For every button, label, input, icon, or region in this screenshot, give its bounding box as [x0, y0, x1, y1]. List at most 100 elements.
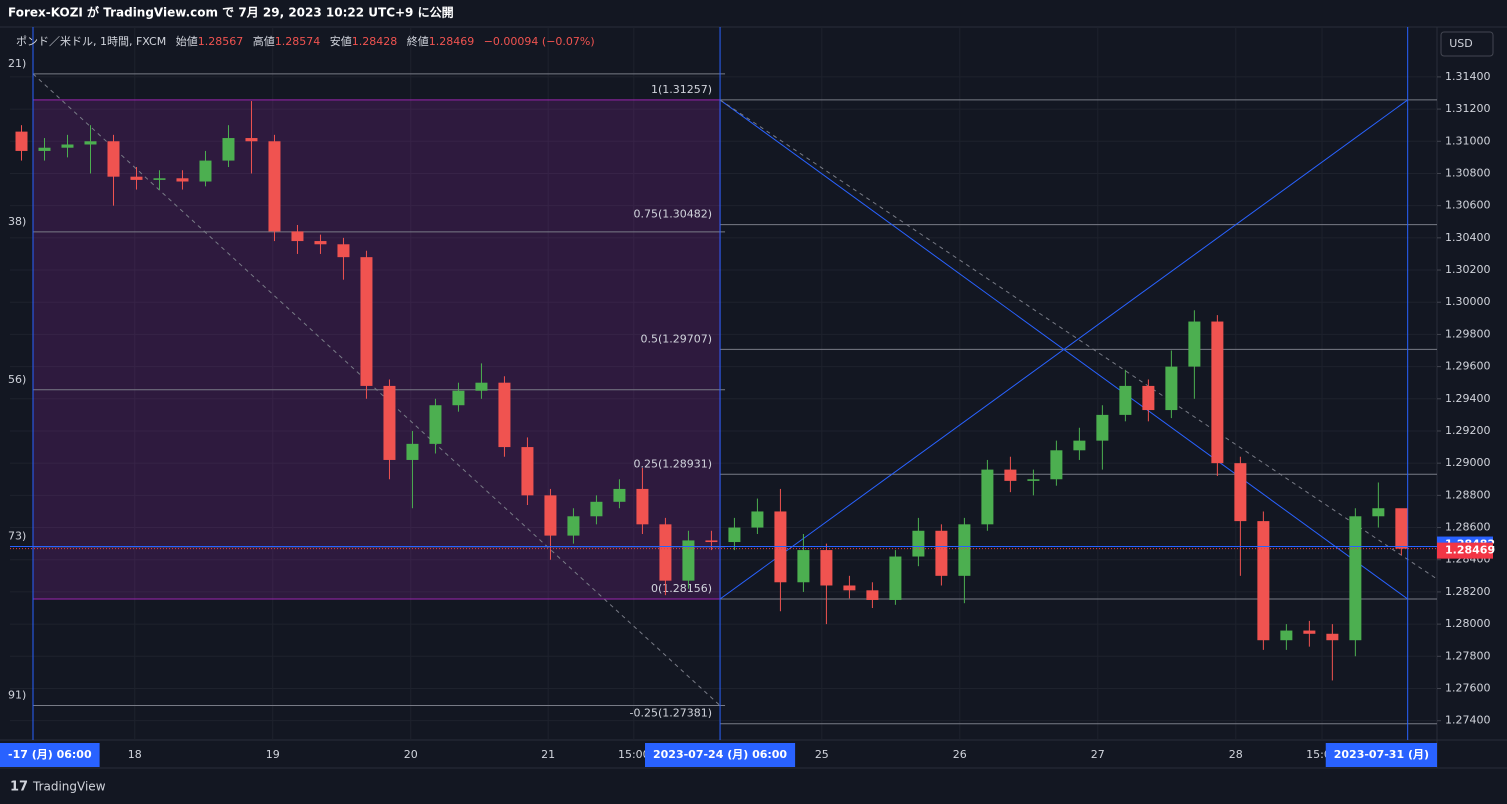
x-tick-label: 21 [541, 748, 555, 761]
candle-body [1188, 321, 1201, 367]
y-tick-label: 1.29200 [1445, 424, 1491, 437]
candle-body [360, 257, 373, 386]
candle-body [1303, 630, 1316, 634]
y-tick-label: 1.27400 [1445, 714, 1491, 727]
y-tick-label: 1.30800 [1445, 166, 1491, 179]
x-tick-label: 27 [1091, 748, 1105, 761]
candle-body [1234, 463, 1247, 522]
candle-body [38, 147, 51, 151]
marker-label-bg [0, 743, 100, 767]
candle-body [889, 556, 902, 600]
candle-body [682, 540, 695, 581]
dashed-line [32, 73, 721, 706]
fib-label: 1(1.31257) [651, 83, 712, 96]
left-fib-label: 73) [8, 530, 26, 543]
y-tick-label: 1.29000 [1445, 456, 1491, 469]
legend: ポンド／米ドル, 1時間, FXCM 始値1.28567 高値1.28574 安… [16, 34, 595, 48]
brand-name: TradingView [32, 780, 106, 794]
marker-label: -17 (月) 06:00 [8, 748, 92, 761]
high-value: 1.28574 [275, 35, 321, 48]
close-label: 終値 [407, 34, 429, 48]
candle-body [567, 516, 580, 536]
candle-body [1165, 366, 1178, 411]
left-fib-label: 56) [8, 373, 26, 386]
currency-button[interactable] [1440, 31, 1494, 57]
y-tick-label: 1.28200 [1445, 585, 1491, 598]
candle-body [475, 382, 488, 391]
candle-body [1119, 385, 1132, 415]
x-tick-label: 15:00 [618, 748, 650, 761]
low-value: 1.28428 [352, 35, 398, 48]
left-fib-label: 21) [8, 57, 26, 70]
candle-body [866, 590, 879, 600]
open-label: 始値 [176, 34, 198, 48]
y-tick-label: 1.31400 [1445, 70, 1491, 83]
marker-label: 2023-07-24 (月) 06:00 [653, 748, 787, 761]
candle-body [1027, 479, 1040, 481]
marker-label-bg [645, 743, 796, 767]
candle-body [406, 443, 419, 460]
x-tick-label: 20 [404, 748, 418, 761]
marker-label-bg [1325, 743, 1437, 767]
candle-body [590, 501, 603, 517]
candle-body [498, 382, 511, 448]
y-tick-label: 1.31000 [1445, 134, 1491, 147]
fib-label: 0(1.28156) [651, 582, 712, 595]
candle-body [176, 178, 189, 182]
high-label: 高値 [253, 34, 275, 48]
candle-body [1142, 385, 1155, 411]
candle-body [751, 511, 764, 528]
candle-body [1073, 440, 1086, 451]
y-tick-label: 1.31200 [1445, 102, 1491, 115]
candle-body [452, 390, 465, 406]
brand: 𝟭𝟳 TradingView [10, 780, 106, 795]
candle-body [797, 550, 810, 583]
candle-body [268, 141, 281, 232]
candle-body [130, 176, 143, 180]
candle-body [61, 144, 74, 148]
low-label: 安値 [330, 34, 352, 48]
candle-body [1280, 630, 1293, 641]
candle-body [1349, 516, 1362, 641]
candle-body [1395, 508, 1408, 549]
fib-label: 0.25(1.28931) [633, 457, 712, 470]
price-box [1437, 542, 1493, 559]
fib-zone [32, 99, 721, 600]
candle-body [291, 231, 304, 242]
y-tick-label: 1.28800 [1445, 488, 1491, 501]
candle-body [314, 241, 327, 245]
x-tick-label: 28 [1229, 748, 1243, 761]
y-tick-label: 1.29600 [1445, 360, 1491, 373]
y-tick-label: 1.29800 [1445, 327, 1491, 340]
candle-body [15, 131, 28, 151]
candle-body [820, 550, 833, 586]
candle-body [843, 585, 856, 591]
plot: 1.27400 1.27600 1.27800 1.28000 1.28200 1.284… [0, 27, 1507, 769]
candle-body [544, 495, 557, 536]
candle-body [1211, 321, 1224, 464]
x-tick-label: 19 [266, 748, 280, 761]
x-tick-label: 26 [953, 748, 967, 761]
close-value: 1.28469 [429, 35, 475, 48]
y-tick-label: 1.30000 [1445, 295, 1491, 308]
y-tick-label: 1.30600 [1445, 199, 1491, 212]
fib-label: 0.5(1.29707) [640, 332, 712, 345]
candle-body [636, 488, 649, 525]
x-tick-label: 18 [128, 748, 142, 761]
candle-body [659, 524, 672, 581]
candle-body [153, 178, 166, 180]
symbol: ポンド／米ドル, 1時間, FXCM [16, 35, 166, 48]
candle-body [958, 524, 971, 576]
currency: USD [1449, 37, 1473, 50]
brand-logo: 𝟭𝟳 [10, 780, 28, 795]
trend-line [719, 99, 1408, 600]
open-value: 1.28567 [198, 35, 244, 48]
y-tick-label: 1.28000 [1445, 617, 1491, 630]
header-bar [0, 0, 1507, 27]
candle-body [613, 488, 626, 502]
y-tick-label: 1.27800 [1445, 649, 1491, 662]
candle-body [981, 469, 994, 525]
candle-body [245, 138, 258, 142]
